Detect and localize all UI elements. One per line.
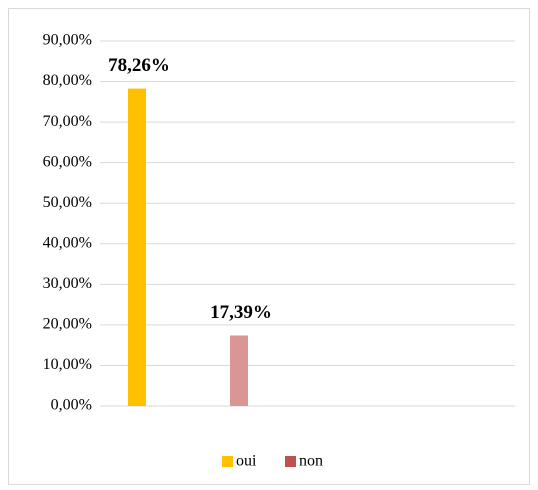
bar <box>128 88 146 407</box>
y-tick-label: 80,00% <box>43 72 92 89</box>
chart-frame <box>8 8 530 485</box>
y-tick-label: 20,00% <box>43 316 92 333</box>
y-tick-label: 0,00% <box>51 397 92 414</box>
legend-swatch <box>285 456 296 467</box>
legend-label: oui <box>236 453 257 470</box>
bar <box>230 335 248 406</box>
y-tick-label: 50,00% <box>43 194 92 211</box>
y-tick-label: 10,00% <box>43 356 92 373</box>
y-tick-label: 90,00% <box>43 32 92 49</box>
y-tick-label: 40,00% <box>43 234 92 251</box>
value-label: 78,26% <box>108 55 170 76</box>
legend-label: non <box>299 453 323 470</box>
y-tick-label: 30,00% <box>43 275 92 292</box>
value-label: 17,39% <box>210 302 272 323</box>
y-tick-label: 70,00% <box>43 113 92 130</box>
legend-swatch <box>222 456 233 467</box>
y-tick-label: 60,00% <box>43 153 92 170</box>
